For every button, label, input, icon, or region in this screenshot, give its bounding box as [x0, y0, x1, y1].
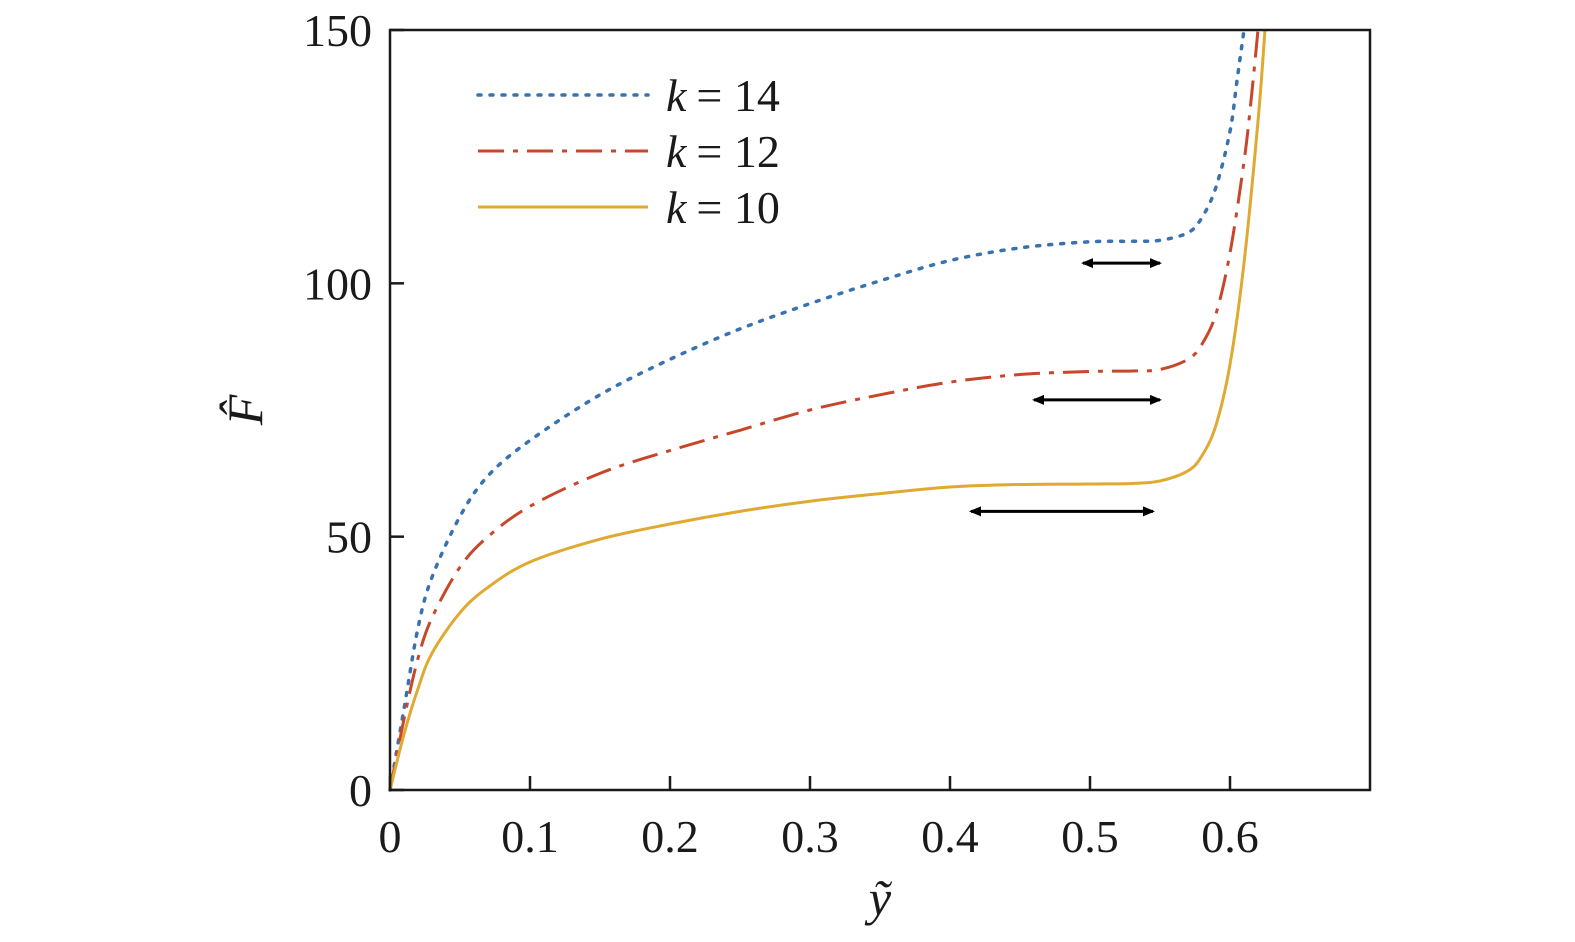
series-line-0 [388, 28, 1246, 792]
series-line-1 [388, 29, 1260, 791]
y-tick-label: 50 [326, 512, 372, 563]
legend-label-0: k = 14 [666, 70, 780, 121]
x-tick-label: 0 [379, 811, 402, 862]
legend-label-2: k = 10 [666, 182, 780, 233]
x-tick-label: 0.3 [781, 811, 839, 862]
legend-value: = 10 [696, 182, 779, 233]
y-tick-label: 0 [349, 765, 372, 816]
x-tick-labels: 0 0.1 0.2 0.3 0.4 0.5 0.6 [379, 811, 1259, 862]
axis-ticks [388, 28, 1232, 792]
x-tick-label: 0.2 [641, 811, 699, 862]
series-line-2 [388, 29, 1267, 791]
y-axis-label: F̂ [217, 394, 273, 426]
legend-value: = 14 [696, 70, 779, 121]
plot-frame [388, 28, 1372, 792]
legend-var: k [666, 126, 688, 177]
x-tick-label: 0.1 [501, 811, 559, 862]
x-tick-label: 0.4 [921, 811, 979, 862]
annotations [969, 258, 1162, 517]
legend-var: k [666, 70, 688, 121]
x-tick-label: 0.5 [1061, 811, 1119, 862]
plot-lines [388, 28, 1267, 792]
x-axis-label: ỹ [864, 870, 893, 926]
legend-label-1: k = 12 [666, 126, 780, 177]
x-tick-label: 0.6 [1201, 811, 1259, 862]
legend-value: = 12 [696, 126, 779, 177]
y-tick-labels: 0 50 100 150 [303, 5, 372, 816]
y-tick-label: 100 [303, 258, 372, 309]
legend-var: k [666, 182, 688, 233]
y-tick-label: 150 [303, 5, 372, 56]
legend: k = 14k = 12k = 10 [476, 70, 780, 233]
